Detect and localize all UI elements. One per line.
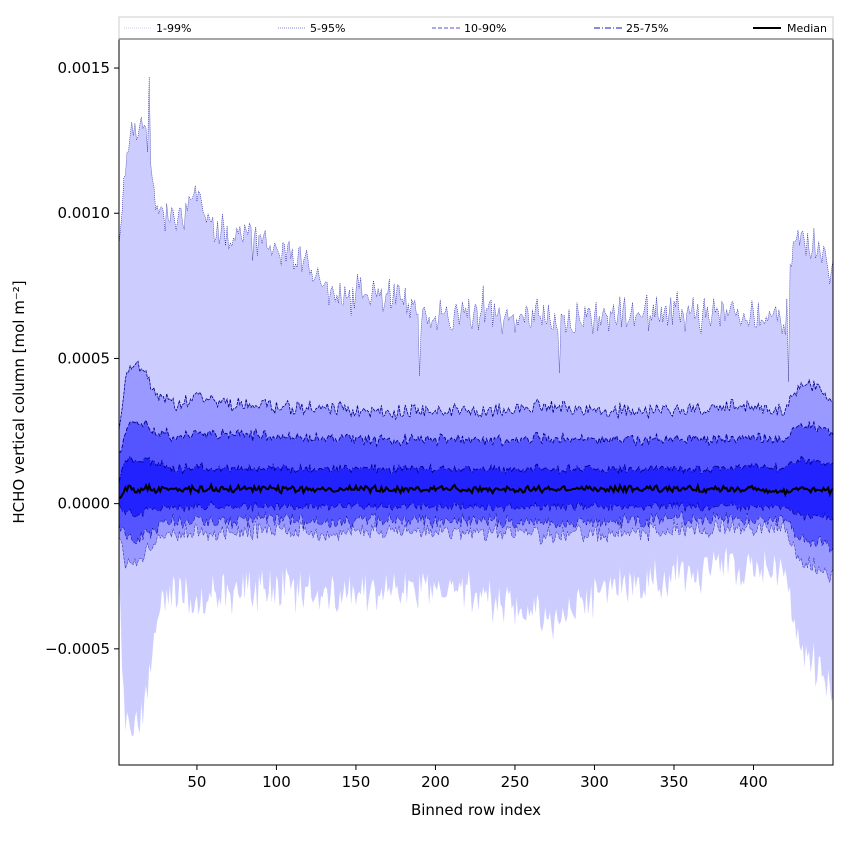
line-p90 [119, 418, 833, 453]
x-tick-label: 350 [660, 773, 689, 791]
y-tick-label: −0.0005 [45, 640, 110, 658]
chart-legend[interactable]: 1-99% 5-95% 10-90% 25-75% Median [118, 16, 834, 40]
legend-label-25-75: 25-75% [626, 22, 668, 35]
percentile-bands [119, 76, 833, 737]
x-tick-label: 50 [187, 773, 206, 791]
legend-label-1-99: 1-99% [156, 22, 191, 35]
legend-label-median: Median [787, 22, 827, 35]
band-1-99 [119, 76, 833, 737]
legend-label-10-90: 10-90% [464, 22, 506, 35]
x-tick-label: 400 [739, 773, 768, 791]
x-tick-label: 200 [421, 773, 450, 791]
x-axis-ticks: 50 100 150 200 250 300 350 400 [187, 765, 768, 791]
line-p5 [119, 517, 833, 584]
percentile-lines [119, 76, 833, 737]
x-tick-label: 150 [342, 773, 371, 791]
line-p95 [119, 360, 833, 431]
y-axis-ticks: −0.0005 0.0000 0.0005 0.0010 0.0015 [45, 59, 119, 658]
x-axis-label: Binned row index [411, 801, 541, 819]
y-tick-label: 0.0000 [58, 495, 111, 513]
y-tick-label: 0.0015 [58, 59, 111, 77]
line-p10 [119, 510, 833, 553]
y-tick-label: 0.0010 [58, 204, 111, 222]
line-p75 [119, 455, 833, 484]
line-p25 [119, 500, 833, 522]
x-tick-label: 100 [262, 773, 291, 791]
median-line [119, 481, 833, 499]
line-p99 [119, 76, 833, 382]
x-tick-label: 250 [501, 773, 530, 791]
x-tick-label: 300 [580, 773, 609, 791]
y-axis-label: HCHO vertical column [mol m⁻²] [10, 280, 28, 523]
line-p1 [119, 546, 833, 737]
legend-label-5-95: 5-95% [310, 22, 345, 35]
y-tick-label: 0.0005 [58, 349, 111, 367]
